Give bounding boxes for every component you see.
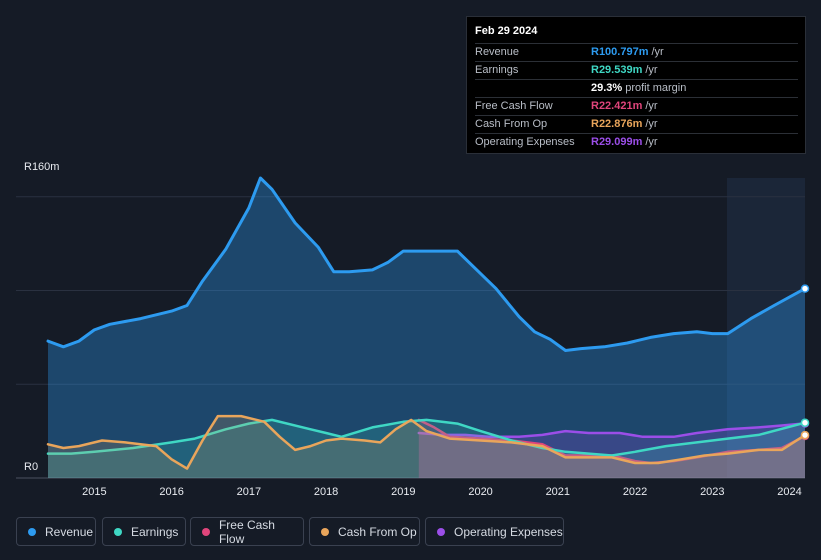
legend-item-opex[interactable]: Operating Expenses (425, 517, 564, 546)
x-axis-ticks: 2015 2016 2017 2018 2019 2020 2021 2022 2023 2024 (82, 486, 802, 498)
earnings-line (46, 418, 807, 457)
cfo-area (48, 416, 805, 478)
legend-item-revenue[interactable]: Revenue (16, 517, 96, 546)
tooltip-row-value: R100.797m (591, 46, 649, 58)
legend-dot-icon (28, 527, 36, 536)
tooltip-row: Earnings R29.539m/yr (475, 61, 798, 79)
revenue-area (48, 178, 805, 478)
x-tick-label: 2021 (546, 486, 570, 498)
y-axis-bottom-label: R0 (24, 461, 38, 473)
tooltip-row: Cash From Op R22.876m/yr (475, 115, 798, 133)
legend-dot-icon (321, 527, 329, 536)
earnings-area (48, 419, 805, 478)
legend-item-earnings[interactable]: Earnings (102, 517, 186, 546)
tooltip-row-value: R22.421m (591, 100, 643, 112)
x-tick-label: 2022 (623, 486, 647, 498)
tooltip-row-unit: /yr (651, 46, 664, 58)
x-tick-label: 2024 (777, 486, 801, 498)
series-layer (46, 176, 810, 478)
cfo-line (46, 414, 807, 470)
x-tick-label: 2016 (159, 486, 183, 498)
tooltip-row-label (475, 80, 591, 97)
tooltip-row-value: 29.3% (591, 82, 623, 94)
legend-label: Earnings (131, 524, 179, 539)
tooltip-panel: Feb 29 2024 Revenue R100.797m/yr Earnings R… (466, 16, 806, 154)
tooltip-row-unit: /yr (645, 136, 658, 148)
x-tick-label: 2018 (314, 486, 338, 498)
tooltip-rows: Revenue R100.797m/yr Earnings R29.539m/yr 29… (475, 43, 798, 151)
tooltip-row-value: R29.099m (591, 136, 643, 148)
legend-dot-icon (114, 527, 122, 536)
legend-dot-icon (202, 527, 210, 536)
opex-line (417, 422, 807, 439)
x-tick-label: 2017 (237, 486, 261, 498)
legend-item-fcf[interactable]: Free Cash Flow (190, 517, 304, 546)
tooltip-row: 29.3% profit margin (475, 79, 798, 97)
tooltip-row-label: Free Cash Flow (475, 100, 553, 112)
x-tick-label: 2015 (82, 486, 106, 498)
tooltip-row: Revenue R100.797m/yr (475, 43, 798, 61)
tooltip-row-unit: /yr (645, 118, 658, 130)
fcf-area (418, 419, 805, 478)
legend-item-cfo[interactable]: Cash From Op (309, 517, 420, 546)
tooltip-row-label: Cash From Op (475, 118, 548, 130)
earnings-endpoint[interactable] (800, 418, 810, 427)
legend-label: Operating Expenses (454, 524, 563, 539)
x-tick-label: 2019 (391, 486, 415, 498)
tooltip-row-unit: /yr (645, 64, 658, 76)
tooltip-row-unit: profit margin (625, 82, 687, 94)
tooltip-row-value: R29.539m (591, 64, 643, 76)
x-tick-label: 2020 (468, 486, 492, 498)
tooltip-row-unit: /yr (645, 100, 658, 112)
tooltip-row-label: Revenue (475, 46, 520, 58)
tooltip-date: Feb 29 2024 (475, 25, 538, 37)
legend-label: Cash From Op (338, 524, 417, 539)
legend-label: Free Cash Flow (218, 517, 275, 546)
tooltip-row: Free Cash Flow R22.421m/yr (475, 97, 798, 115)
y-axis-top-label: R160m (24, 161, 59, 173)
tooltip-row-value: R22.876m (591, 118, 643, 130)
tooltip-row: Operating Expenses R29.099m/yr (475, 133, 798, 151)
tooltip-row-label: Earnings (475, 64, 519, 76)
tooltip-row-label: Operating Expenses (475, 136, 575, 148)
cfo-endpoint[interactable] (800, 430, 810, 440)
grid-lines (16, 196, 805, 479)
revenue-endpoint[interactable] (800, 284, 810, 293)
legend-label: Revenue (45, 524, 94, 539)
x-tick-label: 2023 (700, 486, 724, 498)
legend-dot-icon (437, 527, 445, 536)
revenue-line (46, 176, 807, 352)
